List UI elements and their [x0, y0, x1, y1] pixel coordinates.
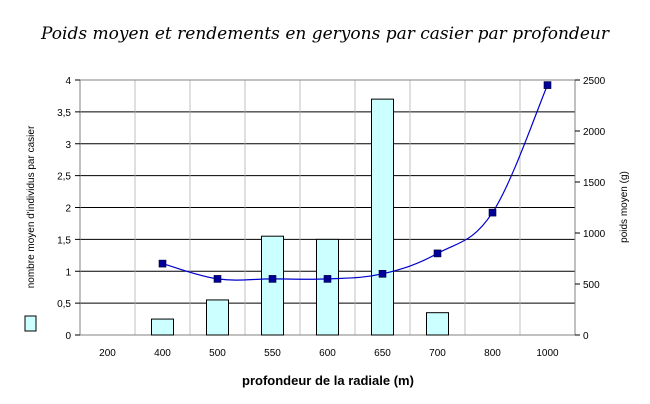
left-y-tick: 4	[65, 76, 71, 87]
right-y-tick: 1000	[583, 229, 606, 240]
line-marker	[433, 249, 442, 258]
left-y-tick: 0,5	[57, 299, 71, 310]
right-y-tick: 2000	[583, 127, 606, 138]
chart-title: Poids moyen et rendements en geryons par…	[40, 24, 610, 44]
left-y-tick: 0	[65, 331, 71, 342]
line-marker	[158, 259, 167, 268]
bar	[316, 238, 339, 336]
x-tick-labels: 200 400 500 550 600 650 700 800 1000	[99, 348, 559, 359]
bar	[151, 318, 174, 336]
line-marker	[268, 275, 277, 283]
line-marker	[323, 275, 332, 283]
line-series	[158, 81, 552, 283]
x-tick: 800	[484, 348, 501, 359]
bar-series	[151, 98, 449, 336]
line-path	[162, 84, 549, 281]
line-marker	[213, 275, 222, 283]
right-y-tick: 2500	[583, 76, 606, 87]
bar	[371, 98, 394, 336]
legend-swatch	[24, 315, 37, 332]
left-y-tick: 3	[65, 140, 71, 151]
x-tick: 1000	[536, 348, 559, 359]
line-marker	[543, 81, 552, 89]
left-y-tick: 3,5	[57, 108, 71, 119]
x-tick: 600	[319, 348, 336, 359]
right-y-tick: 500	[583, 280, 600, 291]
right-y-tick: 0	[583, 331, 589, 342]
x-tick: 400	[154, 348, 171, 359]
bar	[261, 235, 284, 336]
bar	[426, 312, 449, 336]
left-y-tick: 1	[65, 267, 71, 278]
x-tick: 650	[374, 348, 391, 359]
left-axis-title: nombre moyen d'individus par casier	[26, 125, 37, 288]
line-marker	[488, 208, 497, 217]
bar	[206, 299, 229, 336]
x-tick: 500	[209, 348, 226, 359]
x-axis-title: profondeur de la radiale (m)	[242, 373, 414, 388]
left-y-tick-labels: 0 0,5 1 1,5 2 2,5 3 3,5 4	[57, 76, 80, 342]
right-axis-title: poids moyen (g)	[619, 171, 630, 243]
left-y-tick: 2,5	[57, 172, 71, 183]
x-tick: 700	[429, 348, 446, 359]
right-y-tick-labels: 0 500 1000 1500 2000 2500	[575, 76, 606, 342]
x-tick: 200	[99, 348, 116, 359]
right-y-tick: 1500	[583, 178, 606, 189]
left-y-tick: 2	[65, 204, 71, 215]
grid	[80, 79, 575, 335]
left-y-tick: 1,5	[57, 235, 71, 246]
x-tick: 550	[264, 348, 281, 359]
line-marker	[378, 269, 387, 278]
